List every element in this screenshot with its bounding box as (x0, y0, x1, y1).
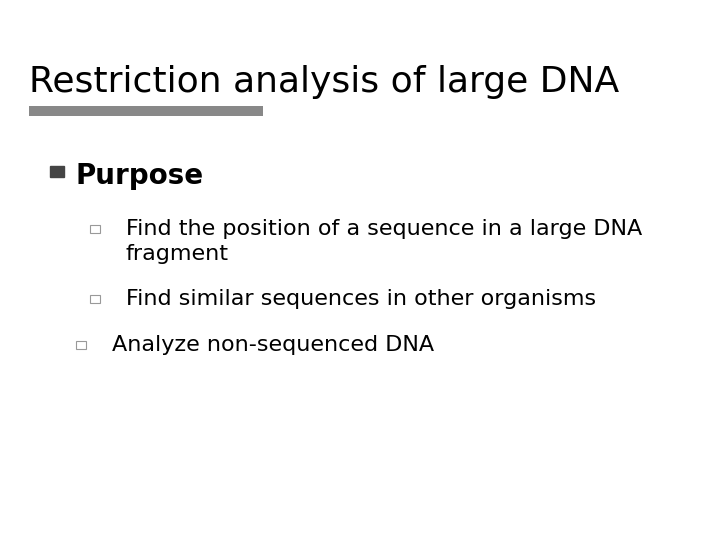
FancyBboxPatch shape (90, 225, 100, 233)
FancyBboxPatch shape (50, 166, 64, 177)
Text: Find the position of a sequence in a large DNA
fragment: Find the position of a sequence in a lar… (126, 219, 642, 264)
FancyBboxPatch shape (76, 341, 86, 349)
Text: Restriction analysis of large DNA: Restriction analysis of large DNA (29, 65, 619, 99)
FancyBboxPatch shape (29, 106, 263, 116)
Text: Find similar sequences in other organisms: Find similar sequences in other organism… (126, 289, 596, 309)
FancyBboxPatch shape (90, 295, 100, 303)
Text: Purpose: Purpose (76, 162, 204, 190)
Text: Analyze non-sequenced DNA: Analyze non-sequenced DNA (112, 335, 433, 355)
